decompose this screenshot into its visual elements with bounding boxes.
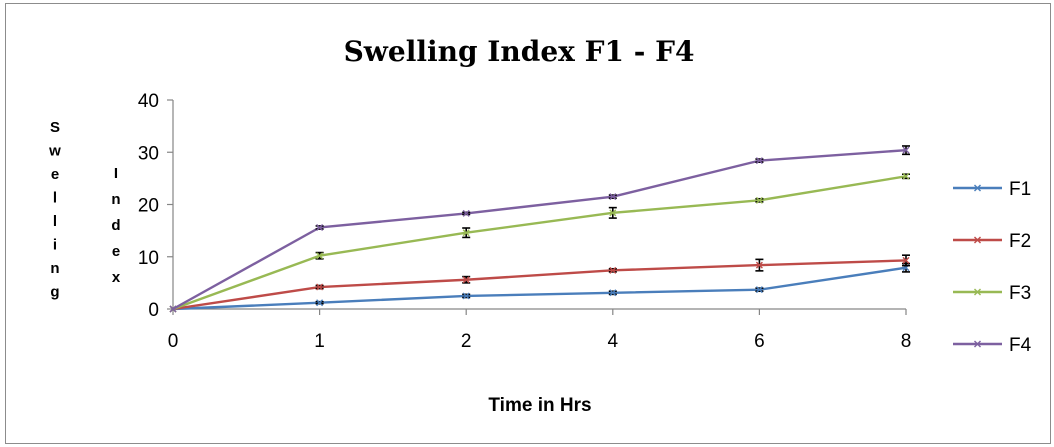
data-point bbox=[902, 256, 910, 264]
series-line bbox=[172, 175, 907, 311]
legend: F1 F2 F3 F4 bbox=[953, 179, 1032, 356]
marker-stroke bbox=[609, 266, 617, 274]
series-f1 bbox=[169, 262, 910, 313]
y-axis-label-char: d bbox=[111, 217, 120, 234]
data-point bbox=[462, 292, 470, 300]
legend-marker bbox=[974, 184, 981, 192]
marker-stroke bbox=[755, 286, 763, 294]
data-point bbox=[316, 299, 324, 307]
marker-stroke bbox=[169, 305, 177, 313]
marker-stroke bbox=[462, 276, 470, 284]
y-tick-label: 20 bbox=[138, 196, 159, 217]
series-line bbox=[172, 266, 907, 311]
y-axis-label-char: l bbox=[53, 190, 57, 207]
data-point bbox=[609, 266, 617, 274]
y-axis-label-char: n bbox=[111, 191, 120, 208]
legend-marker bbox=[974, 236, 981, 244]
data-point bbox=[609, 289, 617, 297]
y-axis-label-char: l bbox=[53, 213, 57, 230]
marker-stroke bbox=[609, 209, 617, 217]
y-tick-label: 30 bbox=[138, 143, 159, 164]
data-point bbox=[902, 172, 910, 180]
legend-item-f2: F2 bbox=[953, 231, 1031, 252]
marker-stroke bbox=[902, 146, 910, 154]
x-axis: 0 1 2 4 6 8 bbox=[168, 308, 912, 352]
marker-stroke bbox=[902, 256, 910, 264]
chart-title: Swelling Index F1 - F4 bbox=[344, 35, 695, 68]
data-point bbox=[316, 223, 324, 231]
data-point bbox=[755, 196, 763, 204]
legend-item-f1: F1 bbox=[953, 179, 1031, 200]
x-tick-label: 8 bbox=[901, 331, 912, 352]
marker-stroke bbox=[609, 289, 617, 297]
marker-stroke bbox=[902, 172, 910, 180]
x-tick-label: 4 bbox=[608, 331, 619, 352]
data-point bbox=[462, 209, 470, 217]
series-line bbox=[172, 259, 907, 311]
legend-item-f4: F4 bbox=[953, 335, 1032, 356]
y-tick-label: 10 bbox=[138, 248, 159, 269]
series-f4 bbox=[169, 145, 910, 313]
x-tick-label: 2 bbox=[461, 331, 472, 352]
legend-marker bbox=[974, 340, 981, 348]
y-axis: 0 10 20 30 40 bbox=[138, 91, 174, 321]
x-axis-title: Time in Hrs bbox=[488, 395, 591, 416]
marker-stroke bbox=[755, 196, 763, 204]
data-point bbox=[462, 229, 470, 237]
series-line bbox=[172, 148, 907, 311]
data-point bbox=[609, 209, 617, 217]
marker-stroke bbox=[316, 252, 324, 260]
y-tick-label: 40 bbox=[138, 91, 159, 112]
marker-stroke bbox=[462, 292, 470, 300]
y-axis-label-char: I bbox=[114, 165, 118, 182]
y-axis-label-left: Swelling bbox=[48, 119, 61, 301]
y-axis-label-char: x bbox=[112, 269, 121, 286]
marker-stroke bbox=[316, 223, 324, 231]
y-axis-label-right: Index bbox=[111, 165, 120, 286]
y-axis-label-char: S bbox=[50, 119, 60, 136]
legend-label: F1 bbox=[1009, 179, 1031, 200]
data-point bbox=[316, 283, 324, 291]
marker-stroke bbox=[609, 193, 617, 201]
x-tick-label: 1 bbox=[314, 331, 325, 352]
y-axis-label-char: i bbox=[53, 237, 57, 254]
legend-label: F4 bbox=[1009, 335, 1032, 356]
y-tick-label: 0 bbox=[148, 300, 159, 321]
series-f3 bbox=[169, 172, 910, 313]
marker-stroke bbox=[316, 283, 324, 291]
legend-label: F3 bbox=[1009, 283, 1031, 304]
y-axis-label-char: g bbox=[50, 284, 59, 301]
data-point bbox=[902, 146, 910, 154]
y-axis-label-char: n bbox=[50, 260, 59, 277]
marker-stroke bbox=[462, 229, 470, 237]
marker-stroke bbox=[755, 157, 763, 165]
series-layer bbox=[169, 145, 910, 313]
y-axis-label-char: e bbox=[51, 166, 59, 183]
marker-stroke bbox=[316, 299, 324, 307]
marker-stroke bbox=[462, 209, 470, 217]
x-tick-label: 0 bbox=[168, 331, 179, 352]
marker-stroke bbox=[755, 261, 763, 269]
legend-item-f3: F3 bbox=[953, 283, 1031, 304]
data-point bbox=[316, 252, 324, 260]
y-axis-label-char: w bbox=[48, 143, 61, 160]
x-tick-label: 6 bbox=[754, 331, 765, 352]
data-point bbox=[755, 157, 763, 165]
legend-marker bbox=[974, 288, 981, 296]
data-point bbox=[609, 193, 617, 201]
y-axis-label-char: e bbox=[112, 243, 120, 260]
data-point bbox=[462, 276, 470, 284]
data-point bbox=[169, 305, 177, 313]
data-point bbox=[755, 286, 763, 294]
legend-label: F2 bbox=[1009, 231, 1031, 252]
data-point bbox=[755, 261, 763, 269]
